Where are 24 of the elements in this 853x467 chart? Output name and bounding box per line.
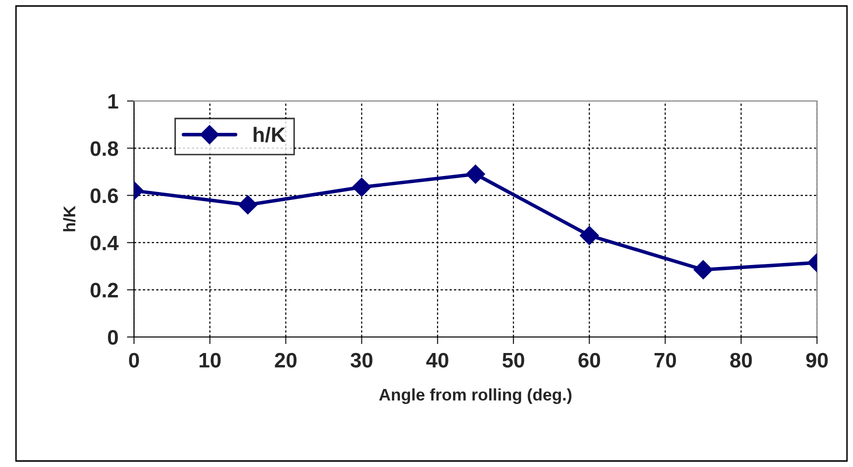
x-tick-label: 80 (730, 352, 752, 368)
y-tick-label: 0 (108, 330, 118, 345)
y-tick-label: 1 (108, 94, 118, 109)
y-tick-label: 0.8 (90, 141, 118, 156)
point (466, 164, 486, 184)
x-tick-label: 40 (426, 352, 448, 368)
y-tick-label: 0.4 (90, 236, 119, 250)
x-tick-label: 50 (502, 352, 524, 368)
point (580, 226, 599, 246)
legend-label: h/K (254, 126, 286, 142)
x-tick-label: 70 (654, 352, 676, 368)
x-tick-label: 20 (274, 352, 297, 368)
point (694, 260, 713, 280)
x-tick-label: 10 (200, 352, 221, 368)
x-tick-label: 30 (350, 352, 372, 368)
x-tick-label: 90 (806, 352, 828, 368)
point (238, 195, 258, 214)
x-tick-label: 0 (129, 352, 139, 368)
x-tick-label: 60 (578, 352, 600, 368)
y-tick-label: 0.6 (90, 188, 118, 204)
y-tick-label: 0.2 (90, 282, 118, 298)
y-axis-title: h/K (63, 206, 76, 232)
point (352, 178, 372, 197)
x-axis-title: Angle from rolling (deg.) (379, 388, 572, 404)
